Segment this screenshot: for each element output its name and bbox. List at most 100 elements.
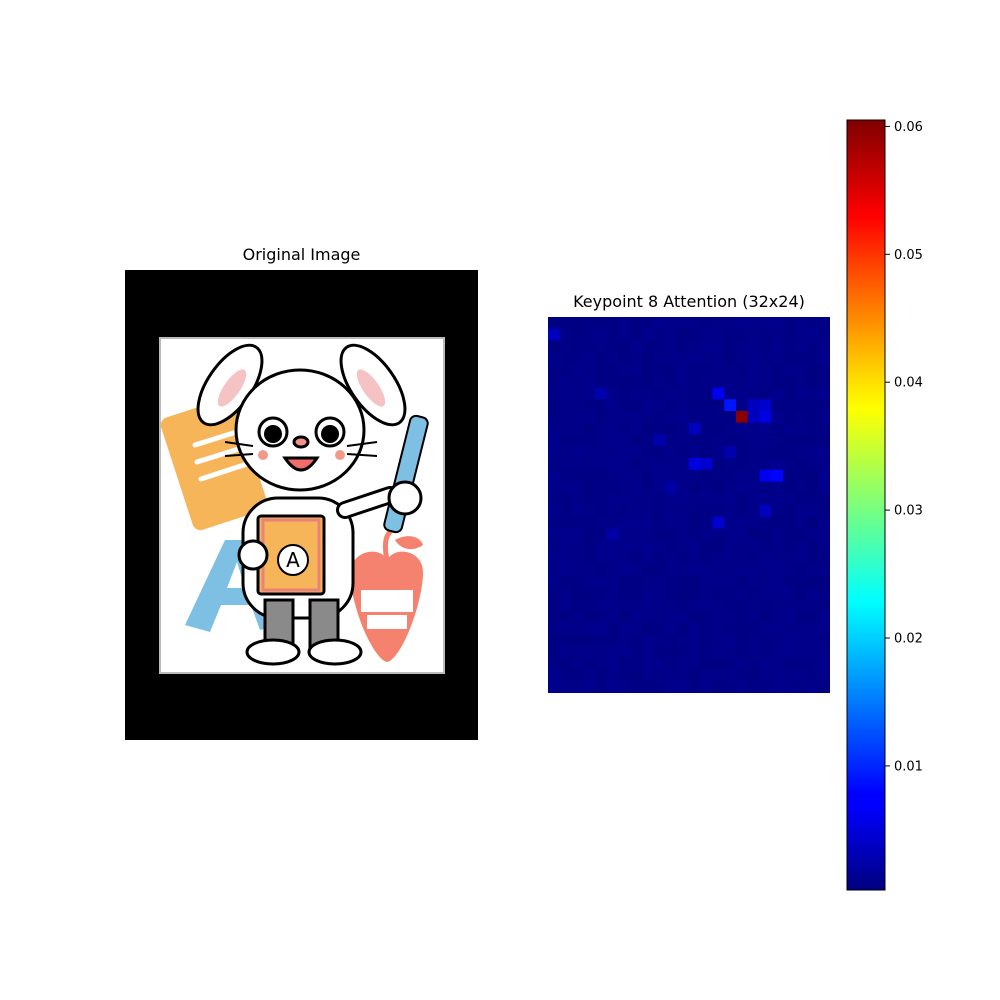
heatmap-cell [806, 469, 819, 482]
heatmap-cell [783, 399, 796, 412]
heatmap-cell [595, 610, 608, 623]
heatmap-cell [642, 317, 655, 330]
heatmap-cell [724, 481, 737, 494]
heatmap-cell [712, 411, 725, 424]
heatmap-cell [818, 575, 830, 588]
heatmap-cell [700, 422, 713, 435]
heatmap-cell [794, 375, 807, 388]
heatmap-cell [653, 552, 666, 565]
heatmap-cell [618, 669, 631, 682]
heatmap-cell [759, 552, 772, 565]
heatmap-cell [700, 469, 713, 482]
heatmap-cell [700, 493, 713, 506]
heatmap-cell [559, 481, 572, 494]
heatmap-cell [783, 587, 796, 600]
heatmap-cell [724, 646, 737, 659]
heatmap-cell [642, 422, 655, 435]
heatmap-cell [677, 375, 690, 388]
heatmap-cell [642, 540, 655, 553]
heatmap-cell [630, 375, 643, 388]
colorbar-tick-label: 0.05 [894, 248, 923, 263]
heatmap-cell [747, 493, 760, 506]
heatmap-cell [724, 446, 737, 459]
heatmap-cell [559, 622, 572, 635]
heatmap-cell [806, 340, 819, 353]
heatmap-cell [583, 516, 596, 529]
heatmap-cell [595, 552, 608, 565]
heatmap-cell [618, 328, 631, 341]
heatmap-cell [771, 669, 784, 682]
heatmap-cell [642, 587, 655, 600]
heatmap-cell [724, 469, 737, 482]
heatmap-cell [653, 458, 666, 471]
heatmap-cell [771, 422, 784, 435]
heatmap-cell [724, 575, 737, 588]
heatmap-cell [606, 317, 619, 330]
heatmap-cell [806, 364, 819, 377]
heatmap-cell [700, 610, 713, 623]
heatmap-cell [712, 340, 725, 353]
heatmap-cell [559, 387, 572, 400]
heatmap-cell [794, 646, 807, 659]
heatmap-cell [571, 481, 584, 494]
heatmap-cell [677, 657, 690, 670]
heatmap-cell [583, 434, 596, 447]
heatmap-cell [559, 399, 572, 412]
heatmap-cell [642, 364, 655, 377]
heatmap-cell [606, 587, 619, 600]
heatmap-cell [583, 599, 596, 612]
heatmap-cell [559, 599, 572, 612]
heatmap-cell [759, 516, 772, 529]
heatmap-cell [771, 446, 784, 459]
heatmap-cell [653, 352, 666, 365]
heatmap-cell [653, 599, 666, 612]
heatmap-cell [630, 340, 643, 353]
heatmap-cell [747, 681, 760, 693]
heatmap-cell [794, 458, 807, 471]
colorbar: 0.01 0.02 0.03 0.04 0.05 0.06 [846, 119, 923, 891]
heatmap-title: Keypoint 8 Attention (32x24) [573, 292, 805, 311]
heatmap-cell [818, 552, 830, 565]
heatmap-cell [642, 340, 655, 353]
heatmap-cell [548, 646, 561, 659]
heatmap-cell [771, 575, 784, 588]
heatmap-cell [665, 622, 678, 635]
heatmap-cell [606, 505, 619, 518]
heatmap-cell [700, 528, 713, 541]
heatmap-cell [559, 575, 572, 588]
heatmap-cell [618, 505, 631, 518]
heatmap-cell [759, 411, 772, 424]
heatmap-cell [794, 387, 807, 400]
heatmap-cell [677, 481, 690, 494]
heatmap-cell [806, 516, 819, 529]
heatmap-cell [618, 352, 631, 365]
heatmap-cell [571, 599, 584, 612]
heatmap-cell [736, 340, 749, 353]
heatmap-cell [606, 328, 619, 341]
heatmap-cell [665, 563, 678, 576]
heatmap-cell [806, 563, 819, 576]
heatmap-cell [783, 493, 796, 506]
heatmap-cell [559, 340, 572, 353]
heatmap-cell [677, 446, 690, 459]
heatmap-cell [642, 669, 655, 682]
heatmap-cell [712, 657, 725, 670]
heatmap-cell [630, 411, 643, 424]
heatmap-cell [665, 469, 678, 482]
heatmap-cell [630, 516, 643, 529]
heatmap-cell [759, 458, 772, 471]
heatmap-cell [712, 317, 725, 330]
heatmap-cell [665, 411, 678, 424]
heatmap-cell [595, 634, 608, 647]
heatmap-cell [771, 646, 784, 659]
heatmap-cell [606, 563, 619, 576]
heatmap-cell [665, 458, 678, 471]
heatmap-cell [747, 317, 760, 330]
heatmap-cell [559, 505, 572, 518]
heatmap-cell [606, 387, 619, 400]
heatmap-cell [689, 458, 702, 471]
heatmap-cell [677, 364, 690, 377]
heatmap-cell [724, 610, 737, 623]
heatmap-cell [559, 646, 572, 659]
heatmap-cell [677, 340, 690, 353]
